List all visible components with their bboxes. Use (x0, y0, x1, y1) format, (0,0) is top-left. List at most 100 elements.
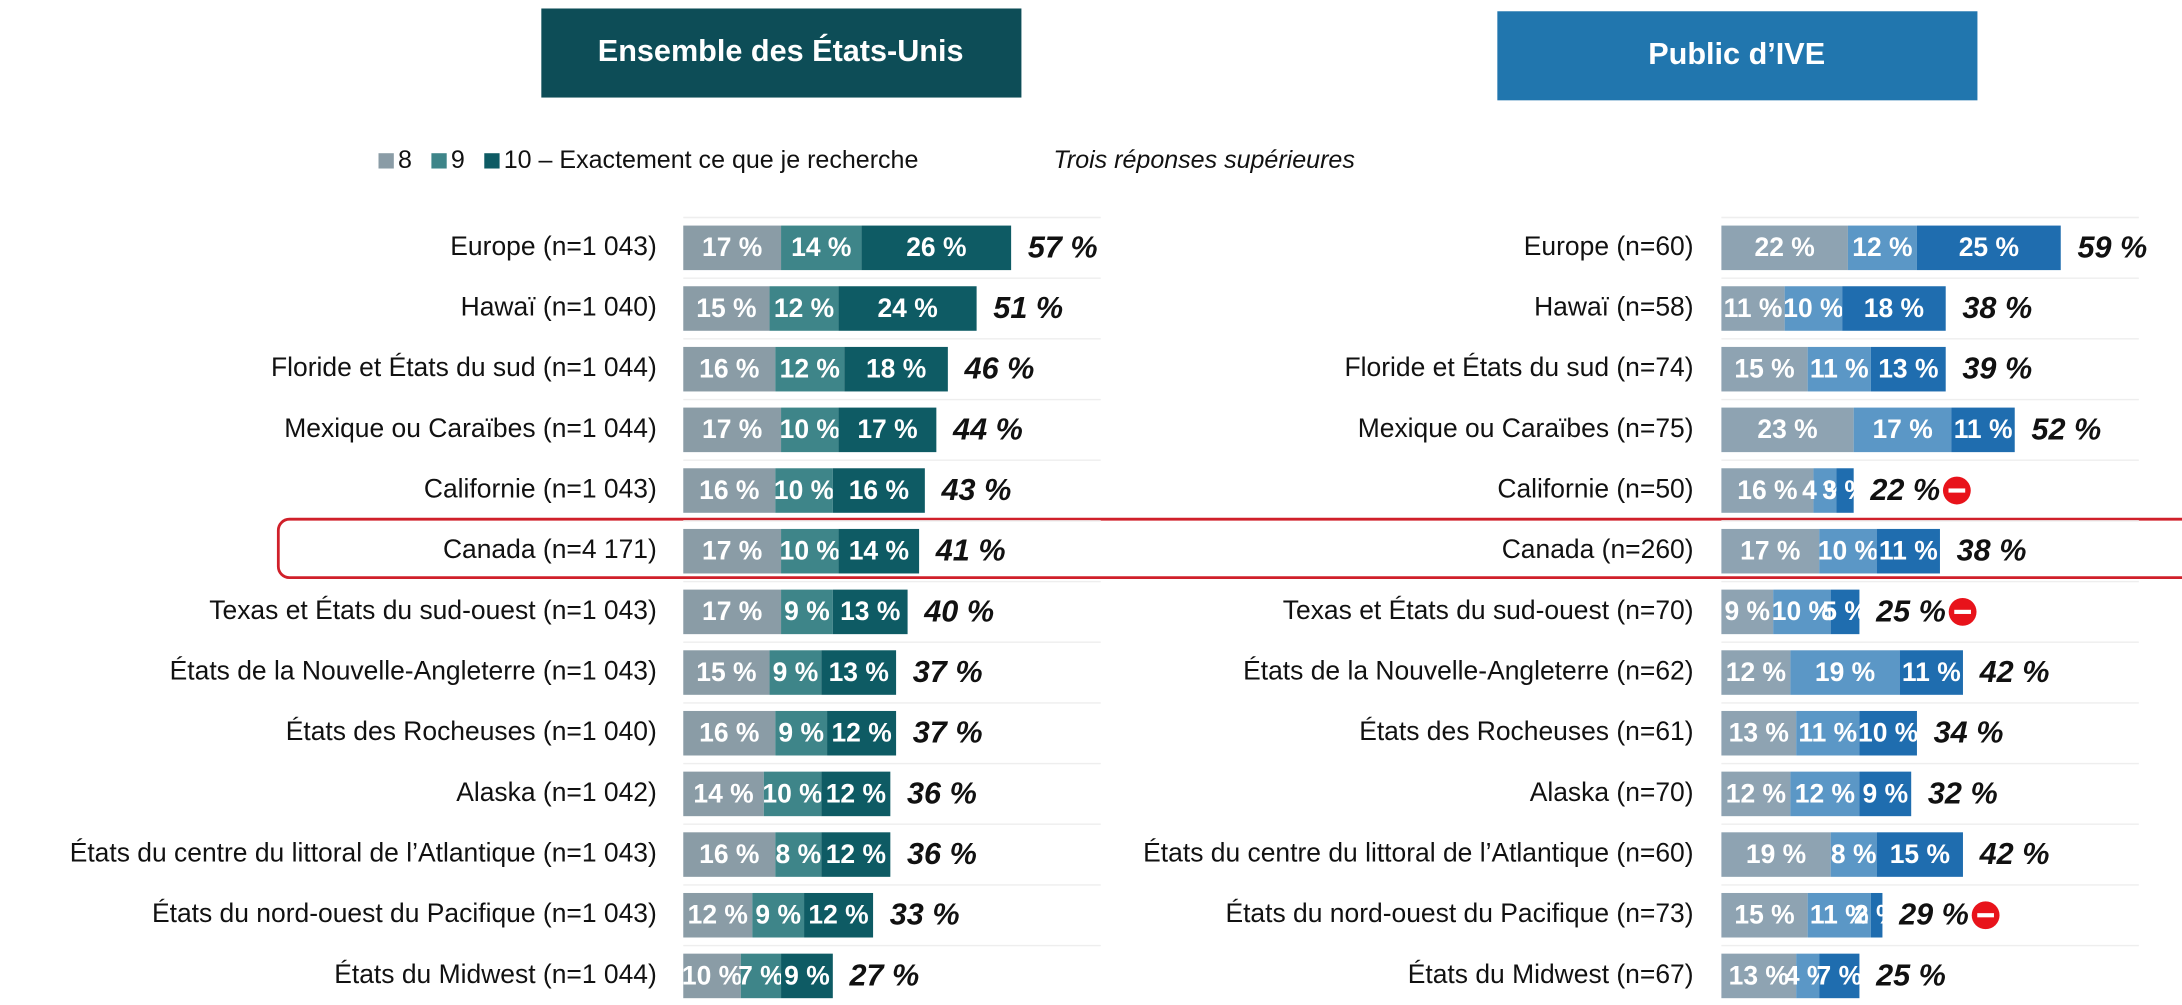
category-label: Californie (n=1 043) (424, 474, 657, 504)
segment-label: 13 % (1729, 718, 1789, 748)
segment-label: 16 % (699, 475, 759, 505)
total-label: 36 % (907, 776, 977, 810)
bar-segment (1916, 225, 2061, 271)
bar-segment (683, 771, 764, 817)
segment-label: 7 % (738, 960, 784, 990)
segment-label: 12 % (774, 293, 834, 323)
significance-minus (1948, 488, 1966, 493)
segment-label: 13 % (1878, 354, 1938, 384)
segment-label: 25 % (1959, 232, 2019, 262)
segment-label: 12 % (808, 900, 868, 930)
total-label: 57 % (1028, 230, 1098, 264)
bar-segment (821, 832, 891, 877)
segment-label: 11 % (1879, 536, 1938, 566)
segment-label: 10 % (1772, 596, 1832, 626)
category-label: Alaska (n=1 042) (456, 777, 657, 807)
bar-segment (1813, 468, 1837, 513)
bar-segment (832, 468, 925, 513)
segment-label: 11 % (1798, 718, 1857, 748)
total-label: 37 % (913, 655, 983, 689)
legend-label: 8 (398, 146, 412, 174)
bar-segment (827, 710, 897, 756)
panel-title: Public d’IVE (1648, 37, 1825, 71)
bar-segment (683, 286, 770, 331)
bar-segment (683, 892, 753, 938)
bar-segment (781, 589, 833, 635)
segment-label: 10 % (1818, 536, 1878, 566)
segment-label: 9 % (755, 900, 801, 930)
total-label: 27 % (849, 958, 920, 992)
bar-segment (781, 407, 839, 453)
segment-label: 15 % (1734, 900, 1794, 930)
header-box (541, 8, 1022, 98)
segment-label: 17 % (1740, 536, 1800, 566)
segment-label: 16 % (699, 839, 759, 869)
category-label: Mexique ou Caraïbes (n=1 044) (284, 413, 657, 443)
category-label: États de la Nouvelle-Angleterre (n=62) (1243, 656, 1693, 686)
category-label: États du nord-ouest du Pacifique (n=73) (1225, 898, 1693, 928)
segment-label: 18 % (1864, 293, 1924, 323)
bar-segment (1830, 832, 1877, 877)
segment-label: 12 % (831, 718, 891, 748)
bar-segment (1951, 407, 2015, 453)
total-label: 32 % (1928, 776, 1998, 810)
bar-segment (683, 407, 782, 453)
segment-label: 10 % (762, 778, 822, 808)
category-label: États du centre du littoral de l’Atlanti… (1143, 838, 1693, 868)
segment-label: 9 % (784, 960, 830, 990)
category-label: Canada (n=260) (1502, 534, 1694, 564)
legend-label: 10 – Exactement ce que je recherche (504, 146, 919, 174)
total-label: 40 % (923, 594, 994, 628)
segment-label: 17 % (702, 414, 762, 444)
segment-label: 10 % (1858, 718, 1918, 748)
segment-label: 10 % (780, 414, 840, 444)
segment-label: 2 % (1854, 900, 1900, 930)
bar-segment (769, 650, 822, 695)
total-label: 33 % (890, 898, 960, 932)
bar-segment (1773, 589, 1831, 635)
category-label: Europe (n=60) (1524, 231, 1694, 261)
bar-segment (781, 953, 833, 999)
segment-label: 26 % (906, 232, 966, 262)
bar-segment (1859, 771, 1912, 817)
bar-segment (1836, 468, 1854, 513)
segment-label: 17 % (857, 414, 917, 444)
bar-segment (683, 225, 782, 271)
bar-segment (1721, 953, 1797, 999)
total-label: 25 % (1875, 594, 1946, 628)
bar-segment (821, 771, 891, 817)
bar-segment (804, 892, 874, 938)
category-label: États des Rocheuses (n=61) (1359, 716, 1693, 746)
segment-label: 16 % (849, 475, 909, 505)
bar-segment (1721, 892, 1808, 938)
bar-segment (683, 953, 741, 999)
segment-label: 17 % (702, 596, 762, 626)
bar-segment (844, 346, 948, 392)
segment-label: 10 % (1783, 293, 1843, 323)
segment-label: 7 % (1817, 960, 1863, 990)
bar-segment (1876, 832, 1963, 877)
total-label: 25 % (1875, 958, 1946, 992)
segment-label: 12 % (780, 354, 840, 384)
segment-label: 18 % (866, 354, 926, 384)
bar-segment (861, 225, 1012, 271)
bar-segment (775, 468, 833, 513)
total-label: 46 % (964, 352, 1035, 386)
bar-segment (1721, 286, 1785, 331)
bar-segment (1807, 892, 1871, 938)
bar-segment (1721, 710, 1797, 756)
segment-label: 14 % (693, 778, 753, 808)
bar-segment (1796, 953, 1820, 999)
category-label: Canada (n=4 171) (443, 534, 657, 564)
segment-label: 3 % (1822, 475, 1868, 505)
category-label: États du centre du littoral de l’Atlanti… (70, 838, 657, 868)
panel-title: Ensemble des États-Unis (598, 33, 964, 68)
bar-segment (821, 650, 897, 695)
legend-swatch (431, 153, 447, 169)
bar-segment (838, 286, 977, 331)
segment-label: 9 % (773, 657, 819, 687)
bar-segment (683, 710, 776, 756)
bar-segment (1721, 407, 1854, 453)
segment-label: 15 % (696, 657, 756, 687)
